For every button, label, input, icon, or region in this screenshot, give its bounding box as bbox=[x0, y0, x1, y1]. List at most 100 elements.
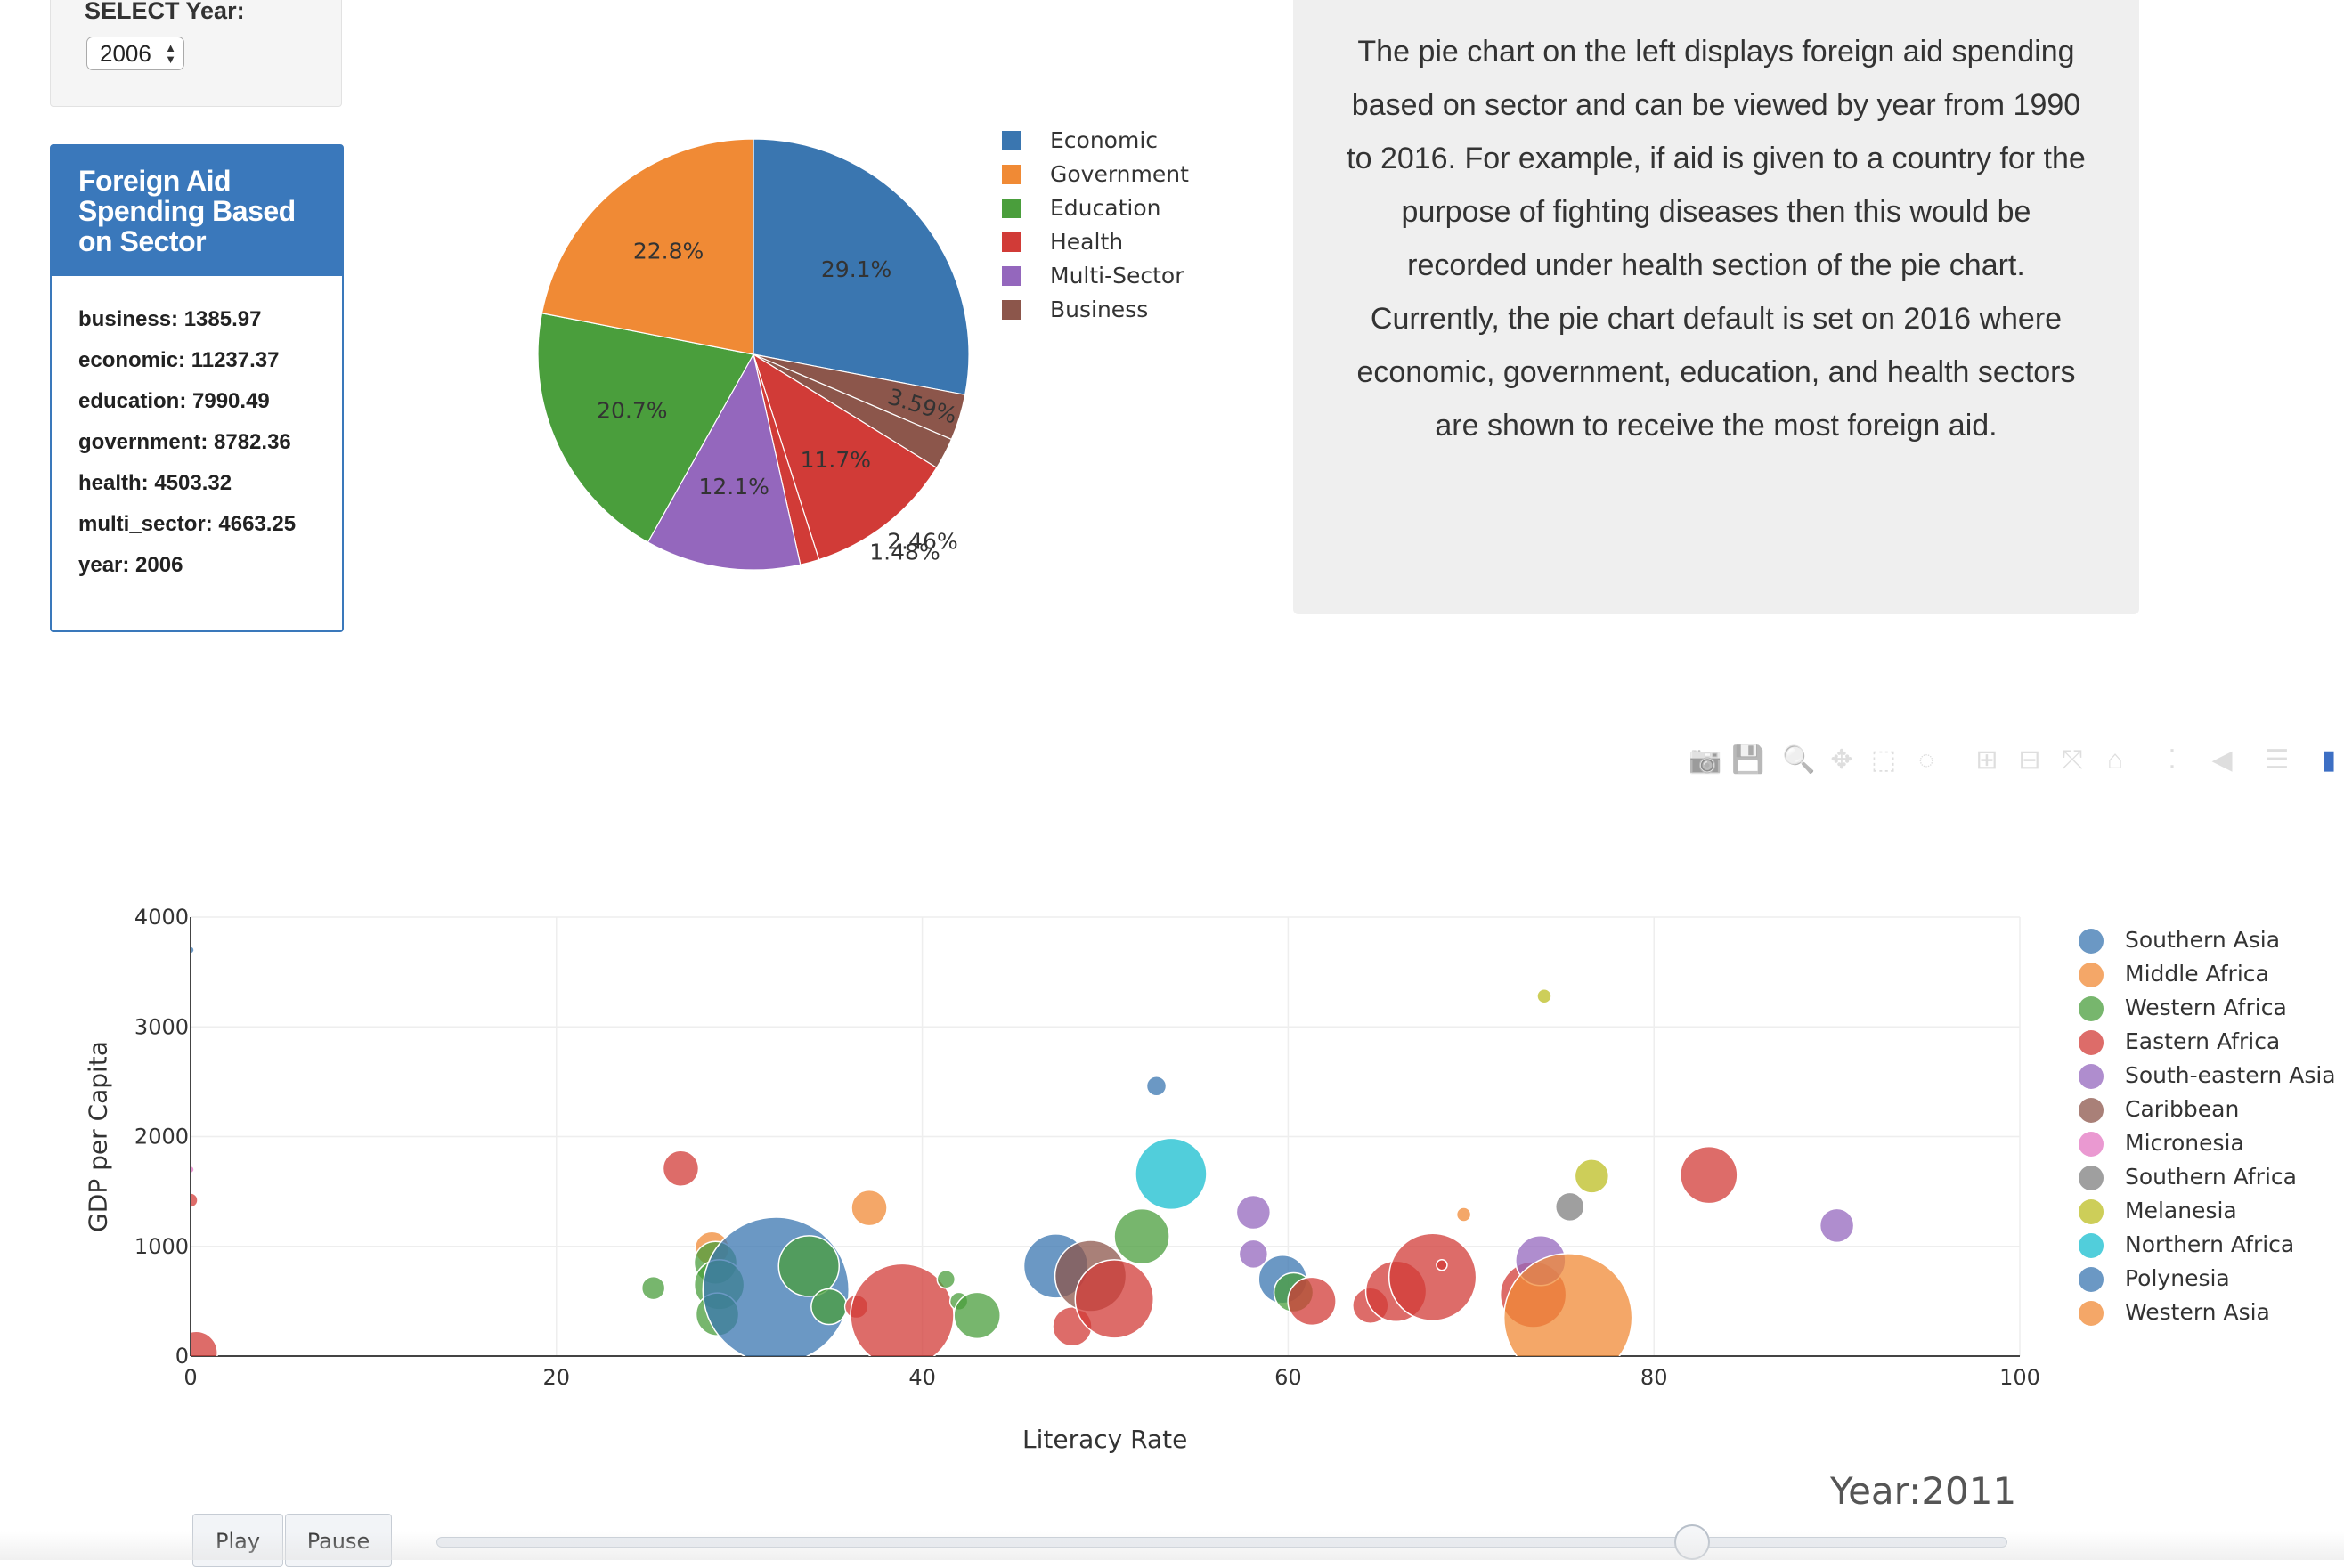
legend-label: Southern Africa bbox=[2125, 1164, 2297, 1190]
legend-label: Middle Africa bbox=[2125, 961, 2269, 987]
year-select[interactable]: 2006 ▲ ▼ bbox=[86, 37, 184, 70]
legend-swatch bbox=[1002, 232, 1021, 252]
x-tick-label: 60 bbox=[1274, 1365, 1302, 1390]
pie-percent-label: 1.48% bbox=[869, 540, 940, 565]
scatter-point[interactable] bbox=[851, 1189, 888, 1227]
year-slider-track[interactable] bbox=[436, 1537, 2007, 1548]
pie-percent-label: 11.7% bbox=[801, 447, 871, 473]
info-row-government: government: 8782.36 bbox=[78, 430, 291, 454]
legend-label: Health bbox=[1050, 229, 1124, 255]
zoom-in-icon[interactable]: ⊞ bbox=[1975, 745, 1998, 775]
legend-label: Business bbox=[1050, 297, 1149, 322]
legend-marker bbox=[2079, 929, 2104, 954]
scatter-point[interactable] bbox=[1388, 1232, 1477, 1322]
pan-icon[interactable]: ✥ bbox=[1830, 745, 1853, 775]
scatter-point[interactable] bbox=[662, 1150, 700, 1187]
play-button[interactable]: Play bbox=[192, 1514, 283, 1567]
legend-marker bbox=[2079, 1233, 2104, 1258]
box-select-icon[interactable]: ⬚ bbox=[1870, 745, 1897, 775]
save-icon[interactable]: 💾 bbox=[1731, 745, 1765, 775]
scatter-point[interactable] bbox=[183, 1192, 199, 1208]
legend-marker bbox=[2079, 1132, 2104, 1157]
scatter-point[interactable] bbox=[187, 946, 195, 955]
autoscale-icon[interactable]: ⤧ bbox=[2062, 745, 2083, 775]
lasso-icon[interactable]: ◌ bbox=[1918, 745, 1934, 775]
legend-marker bbox=[2079, 1199, 2104, 1224]
scatter-point[interactable] bbox=[1145, 1076, 1168, 1097]
scatter-point[interactable] bbox=[1502, 1253, 1633, 1382]
pie-slice[interactable] bbox=[541, 138, 754, 355]
y-tick-label: 0 bbox=[175, 1344, 189, 1369]
scatter-point[interactable] bbox=[1135, 1137, 1208, 1211]
scatter-point[interactable] bbox=[1436, 1258, 1448, 1271]
scatter-point[interactable] bbox=[175, 1330, 218, 1374]
scatter-point[interactable] bbox=[810, 1288, 848, 1326]
pie-slice[interactable] bbox=[537, 313, 754, 543]
y-tick-label: 1000 bbox=[134, 1234, 189, 1259]
y-tick-label: 3000 bbox=[134, 1014, 189, 1039]
pie-chart[interactable]: 29.1%3.59%2.46%11.7%1.48%12.1%20.7%22.8% bbox=[499, 116, 997, 597]
zoom-icon[interactable]: 🔍 bbox=[1782, 745, 1816, 775]
plotly-logo-icon[interactable]: ▮ bbox=[2321, 745, 2337, 775]
scatter-point[interactable] bbox=[1574, 1158, 1610, 1194]
select-arrows-icon: ▲ ▼ bbox=[165, 41, 176, 66]
x-tick-label: 20 bbox=[543, 1365, 571, 1390]
info-row-multi-sector: multi_sector: 4663.25 bbox=[78, 512, 297, 536]
pie-percent-label: 22.8% bbox=[633, 239, 704, 264]
y-tick-label: 2000 bbox=[134, 1125, 189, 1150]
legend-label: Southern Asia bbox=[2125, 927, 2281, 953]
scatter-point[interactable] bbox=[640, 1275, 666, 1301]
pie-percent-label: 12.1% bbox=[698, 474, 769, 500]
year-select-panel: SELECT Year: 2006 ▲ ▼ bbox=[50, 0, 342, 107]
info-row-education: education: 7990.49 bbox=[78, 389, 270, 413]
legend-label: Polynesia bbox=[2125, 1265, 2230, 1291]
scatter-point[interactable] bbox=[777, 1235, 841, 1297]
pie-slice[interactable] bbox=[753, 138, 970, 396]
scatter-point[interactable] bbox=[1287, 1276, 1337, 1327]
legend-label: Multi-Sector bbox=[1050, 263, 1184, 288]
legend-marker bbox=[2079, 996, 2104, 1021]
legend-marker bbox=[2079, 1098, 2104, 1123]
legend-swatch bbox=[1002, 266, 1021, 286]
pause-button[interactable]: Pause bbox=[285, 1514, 392, 1567]
spike-lines-icon[interactable]: ⁚ bbox=[2168, 745, 2177, 775]
pie-slice[interactable] bbox=[752, 353, 938, 561]
info-row-economic: economic: 11237.37 bbox=[78, 348, 280, 372]
year-select-label: SELECT Year: bbox=[85, 0, 245, 24]
legend-swatch bbox=[1002, 199, 1021, 218]
scatter-point[interactable] bbox=[1074, 1259, 1155, 1339]
legend-marker bbox=[2079, 1301, 2104, 1326]
scatter-point[interactable] bbox=[1819, 1207, 1855, 1244]
legend-label: South-eastern Asia bbox=[2125, 1062, 2336, 1088]
scatter-point[interactable] bbox=[1536, 987, 1552, 1004]
scatter-point[interactable] bbox=[1680, 1145, 1738, 1205]
x-tick-label: 80 bbox=[1640, 1365, 1668, 1390]
info-box-title: Foreign Aid Spending Based on Sector bbox=[52, 146, 342, 276]
home-icon[interactable]: ⌂ bbox=[2106, 745, 2124, 775]
pie-slice[interactable] bbox=[647, 353, 802, 571]
year-slider-handle[interactable] bbox=[1673, 1524, 1710, 1560]
legend-swatch bbox=[1002, 300, 1021, 320]
hover-closest-icon[interactable]: ◀ bbox=[2211, 745, 2233, 775]
legend-marker bbox=[2079, 1030, 2104, 1055]
legend-label: Education bbox=[1050, 195, 1161, 221]
legend-label: Government bbox=[1050, 161, 1189, 187]
description-panel: The pie chart on the left displays forei… bbox=[1293, 0, 2139, 614]
scatter-point[interactable] bbox=[1455, 1206, 1472, 1223]
scatter-point[interactable] bbox=[1235, 1194, 1272, 1231]
scatter-point[interactable] bbox=[1238, 1239, 1269, 1270]
scatter-point[interactable] bbox=[953, 1291, 1001, 1340]
scatter-point[interactable] bbox=[1113, 1207, 1170, 1265]
scatter-point[interactable] bbox=[1554, 1191, 1585, 1223]
info-row-business: business: 1385.97 bbox=[78, 307, 262, 331]
scatter-point[interactable] bbox=[936, 1269, 956, 1289]
scatter-point[interactable] bbox=[187, 1165, 195, 1174]
legend-label: Melanesia bbox=[2125, 1198, 2237, 1223]
y-tick-label: 4000 bbox=[134, 905, 189, 930]
zoom-out-icon[interactable]: ⊟ bbox=[2018, 745, 2041, 775]
camera-icon[interactable]: 📷 bbox=[1689, 745, 1722, 775]
hover-compare-icon[interactable]: ☰ bbox=[2265, 745, 2290, 775]
legend-label: Western Africa bbox=[2125, 995, 2287, 1020]
pie-percent-label: 29.1% bbox=[821, 256, 891, 282]
